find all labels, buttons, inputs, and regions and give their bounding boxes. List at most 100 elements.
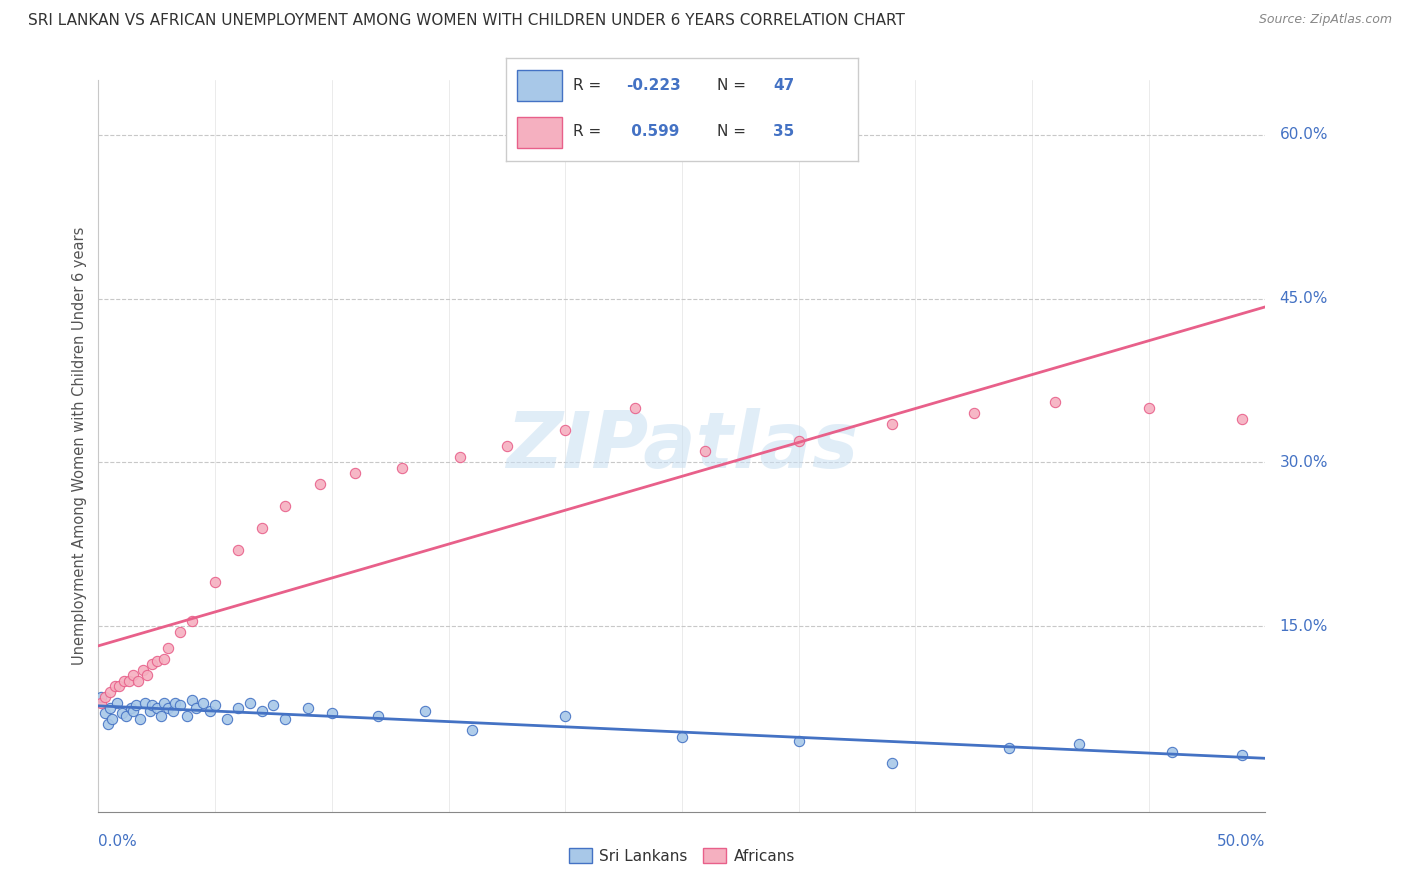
- Text: SRI LANKAN VS AFRICAN UNEMPLOYMENT AMONG WOMEN WITH CHILDREN UNDER 6 YEARS CORRE: SRI LANKAN VS AFRICAN UNEMPLOYMENT AMONG…: [28, 13, 905, 29]
- Point: [101, 712, 124, 726]
- Point: [122, 668, 145, 682]
- Text: R =: R =: [574, 124, 606, 139]
- Point: [139, 704, 162, 718]
- Point: [880, 756, 903, 770]
- Point: [120, 701, 142, 715]
- Y-axis label: Unemployment Among Women with Children Under 6 years: Unemployment Among Women with Children U…: [72, 227, 87, 665]
- Point: [228, 542, 250, 557]
- Text: -0.223: -0.223: [626, 78, 681, 93]
- Text: 0.599: 0.599: [626, 124, 679, 139]
- Point: [1045, 395, 1067, 409]
- Point: [624, 401, 647, 415]
- Bar: [517, 118, 562, 148]
- Point: [413, 704, 436, 718]
- Point: [115, 708, 138, 723]
- Point: [554, 708, 576, 723]
- Point: [111, 706, 134, 721]
- Point: [157, 640, 180, 655]
- Point: [1137, 401, 1160, 415]
- Point: [94, 706, 117, 721]
- Point: [215, 712, 238, 726]
- Point: [162, 704, 184, 718]
- Point: [186, 701, 208, 715]
- Point: [122, 704, 145, 718]
- Point: [98, 701, 121, 715]
- Point: [297, 701, 319, 715]
- Text: ZIPatlas: ZIPatlas: [506, 408, 858, 484]
- Point: [262, 698, 284, 712]
- Point: [165, 696, 187, 710]
- Point: [200, 704, 222, 718]
- Point: [94, 690, 117, 704]
- Point: [787, 434, 810, 448]
- Text: N =: N =: [717, 124, 751, 139]
- Legend: Sri Lankans, Africans: Sri Lankans, Africans: [562, 842, 801, 870]
- Point: [997, 741, 1019, 756]
- Point: [250, 521, 273, 535]
- Point: [391, 460, 413, 475]
- Text: 0.0%: 0.0%: [98, 834, 138, 849]
- Text: R =: R =: [574, 78, 606, 93]
- Point: [1230, 747, 1253, 762]
- Point: [228, 701, 250, 715]
- Point: [141, 698, 163, 712]
- Point: [98, 684, 121, 698]
- Point: [274, 712, 297, 726]
- Point: [90, 696, 112, 710]
- Point: [136, 668, 159, 682]
- Point: [1230, 411, 1253, 425]
- Text: 60.0%: 60.0%: [1279, 128, 1327, 143]
- Point: [193, 696, 215, 710]
- Point: [204, 698, 226, 712]
- Text: 15.0%: 15.0%: [1279, 619, 1327, 633]
- Point: [146, 654, 169, 668]
- Point: [309, 477, 332, 491]
- Point: [169, 624, 191, 639]
- Text: 50.0%: 50.0%: [1218, 834, 1265, 849]
- Point: [250, 704, 273, 718]
- Point: [97, 717, 120, 731]
- Point: [449, 450, 471, 464]
- Point: [146, 701, 169, 715]
- Text: 47: 47: [773, 78, 794, 93]
- Point: [671, 731, 693, 745]
- Point: [127, 673, 149, 688]
- Point: [554, 423, 576, 437]
- Point: [321, 706, 343, 721]
- Point: [180, 693, 202, 707]
- Point: [176, 708, 198, 723]
- Point: [129, 712, 152, 726]
- Point: [169, 698, 191, 712]
- Point: [152, 652, 174, 666]
- Point: [1161, 745, 1184, 759]
- Text: 30.0%: 30.0%: [1279, 455, 1327, 470]
- Text: 45.0%: 45.0%: [1279, 291, 1327, 306]
- Point: [141, 657, 163, 672]
- Point: [125, 698, 148, 712]
- Point: [132, 663, 155, 677]
- Point: [695, 444, 717, 458]
- Point: [239, 696, 262, 710]
- Point: [152, 696, 174, 710]
- Point: [90, 690, 112, 704]
- Point: [962, 406, 984, 420]
- Point: [880, 417, 903, 432]
- Point: [105, 696, 128, 710]
- Point: [495, 439, 517, 453]
- Point: [104, 679, 127, 693]
- Text: Source: ZipAtlas.com: Source: ZipAtlas.com: [1258, 13, 1392, 27]
- Point: [180, 614, 202, 628]
- Point: [344, 467, 367, 481]
- Point: [112, 673, 135, 688]
- Point: [134, 696, 156, 710]
- Point: [150, 708, 173, 723]
- Point: [461, 723, 484, 737]
- Bar: [517, 70, 562, 101]
- Point: [108, 679, 131, 693]
- Point: [787, 733, 810, 747]
- Point: [118, 673, 141, 688]
- Point: [1067, 737, 1090, 751]
- Text: 35: 35: [773, 124, 794, 139]
- Point: [157, 701, 180, 715]
- Point: [204, 575, 226, 590]
